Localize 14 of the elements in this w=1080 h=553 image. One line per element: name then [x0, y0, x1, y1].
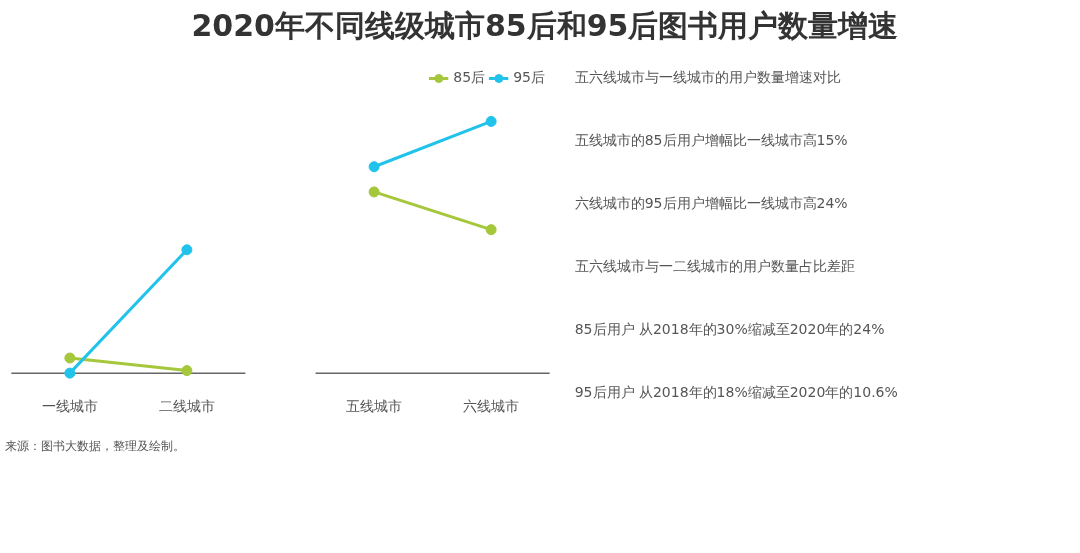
source-note: 来源：图书大数据，整理及绘制。 [5, 437, 185, 455]
legend-label: 85后 [453, 68, 486, 87]
chart-title: 2020年不同线级城市85后和95后图书用户数量增速 [191, 7, 899, 45]
text: 六线城市的95后用户增幅比一线城市高24% [574, 194, 848, 211]
x-tick-label: 一线城市 [41, 398, 98, 415]
x-tick-label: 二线城市 [158, 398, 215, 415]
text: 95后用户 从2018年的18%缩减至2020年的10.6% [574, 383, 898, 400]
text: 五六线城市与一线城市的用户数量增速对比 [574, 68, 841, 85]
x-tick-label: 六线城市 [463, 398, 520, 415]
text: 五线城市的85后用户增幅比一线城市高15% [574, 131, 848, 148]
text: 85后用户 从2018年的30%缩减至2020年的24% [574, 320, 885, 337]
legend-label: 95后 [513, 68, 545, 87]
x-tick-label: 五线城市 [346, 398, 403, 415]
text: 五六线城市与一二线城市的用户数量占比差距 [574, 257, 855, 274]
